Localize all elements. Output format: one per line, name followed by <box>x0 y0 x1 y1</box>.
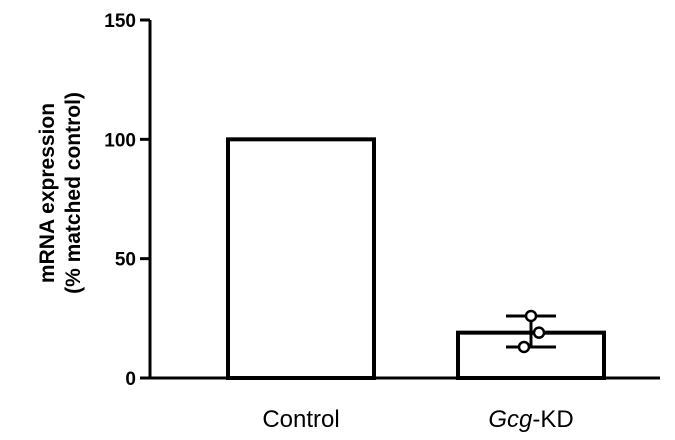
y-tick-label: 0 <box>125 369 136 390</box>
data-point <box>524 309 538 323</box>
y-tick-label: 150 <box>104 11 136 32</box>
y-tick-label: 100 <box>104 130 136 151</box>
bar-control <box>226 137 376 380</box>
data-point <box>532 326 546 339</box>
y-tick-label: 50 <box>115 250 136 271</box>
x-category-label: Gcg-KD <box>488 406 573 433</box>
y-axis-title-line2: (% matched control) <box>62 92 85 294</box>
y-axis-title: mRNA expression (% matched control) <box>36 92 85 294</box>
data-point <box>517 340 531 354</box>
y-axis-title-line1: mRNA expression <box>36 103 59 283</box>
x-category-label: Control <box>262 406 339 433</box>
plot-area: 0 50 100 150 Control Gcg-KD <box>104 11 660 433</box>
